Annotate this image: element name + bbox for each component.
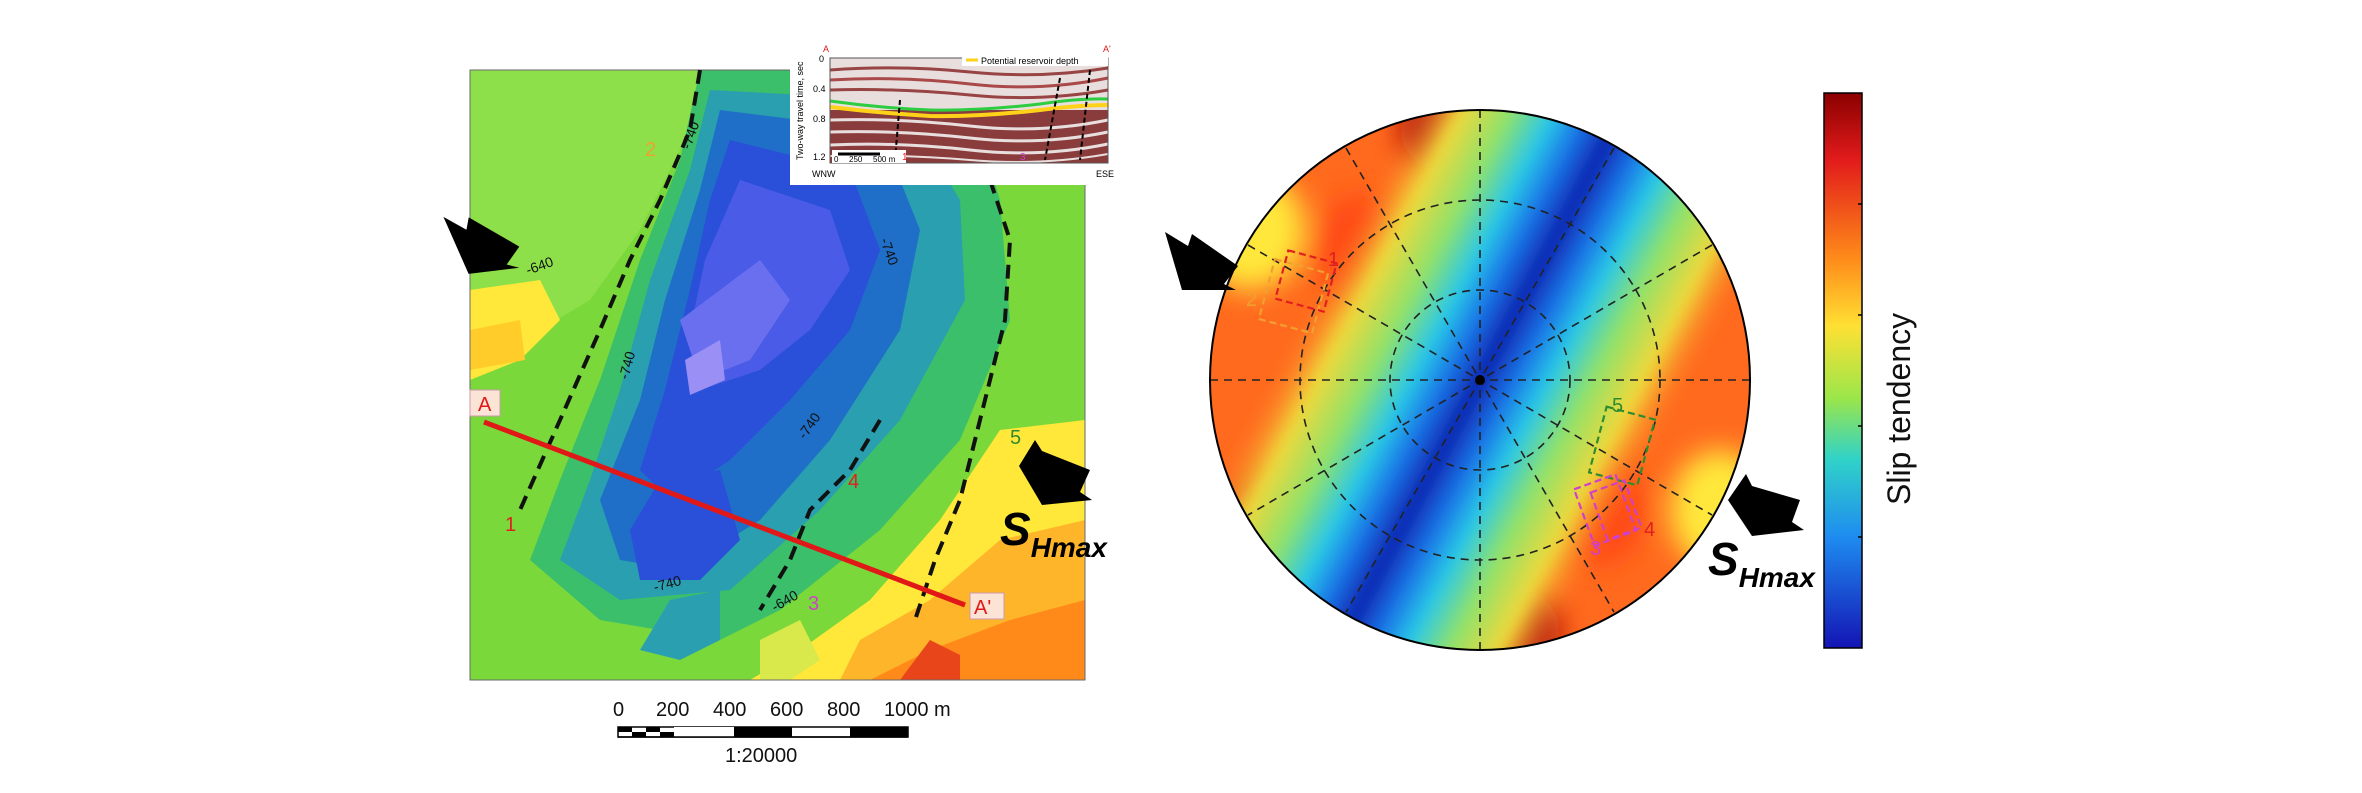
inset-legend: Potential reservoir depth: [981, 56, 1079, 66]
inset-scale: 250: [849, 155, 863, 164]
colorbar-label: Slip tendency: [1881, 313, 1917, 505]
inset-a: A: [823, 44, 829, 54]
section-line: [483, 419, 966, 608]
stereonet: 1 2 3 4 5 SHmax: [1165, 109, 1816, 651]
scale-tick-label: 600: [770, 699, 803, 721]
fault-label-4: 4: [848, 471, 859, 493]
section-start-box: [469, 389, 501, 417]
inset-fault-label: 3: [1020, 152, 1026, 163]
scale-tick-label: 200: [656, 699, 689, 721]
inset-scale: 0: [834, 155, 839, 164]
stress-arrow-net-left-icon: [1165, 232, 1238, 290]
fault-lines: [518, 69, 1013, 621]
inset-scale: 500 m: [873, 155, 896, 164]
inset-ytick: 0: [819, 54, 824, 64]
section-end-box: [969, 592, 1005, 620]
fault-label-3: 3: [808, 593, 819, 615]
inset-a-prime: A': [1103, 44, 1111, 54]
inset-ytick: 1.2: [813, 152, 826, 162]
zone-label-2: 2: [1246, 289, 1257, 311]
scale-bar: 0 200 400 600 800 1000 m 1:20000: [613, 699, 951, 767]
contour-label: -740: [652, 572, 683, 595]
section-end-label: A': [974, 597, 991, 619]
stress-arrow-right-icon: [1019, 440, 1092, 505]
shmax-label-net: SHmax: [1708, 533, 1816, 593]
zone-label-1: 1: [1328, 249, 1339, 271]
zone-label-5: 5: [1612, 395, 1623, 417]
contour-label: -740: [615, 349, 638, 380]
zone-label-4: 4: [1644, 519, 1655, 541]
shmax-label-map: SHmax: [1000, 503, 1108, 563]
inset-fault-label: 1: [902, 152, 908, 163]
scale-tick-label: 800: [827, 699, 860, 721]
scale-tick-label: 0: [613, 699, 624, 721]
section-start-label: A: [478, 394, 492, 416]
inset-ytick: 0.8: [813, 114, 826, 124]
colorbar: Slip tendency: [1823, 92, 1917, 649]
inset-dir-left: WNW: [812, 169, 836, 179]
scale-tick-label: 400: [713, 699, 746, 721]
stress-arrow-left-icon: [443, 216, 520, 274]
inset-ytick: 0.4: [813, 84, 826, 94]
scale-ratio: 1:20000: [725, 745, 797, 767]
fault-label-2: 2: [645, 139, 656, 161]
scale-tick-label: 1000 m: [884, 699, 951, 721]
stress-arrow-net-right-icon: [1728, 474, 1804, 536]
fault-label-1: 1: [505, 514, 516, 536]
inset-ylabel: Two-way travel time, sec: [795, 61, 805, 160]
inset-dir-right: ESE: [1096, 169, 1114, 179]
fault-label-5: 5: [1010, 427, 1021, 449]
zone-label-3: 3: [1590, 538, 1601, 560]
seismic-inset: Potential reservoir depth A A' Two-way t…: [790, 44, 1115, 185]
